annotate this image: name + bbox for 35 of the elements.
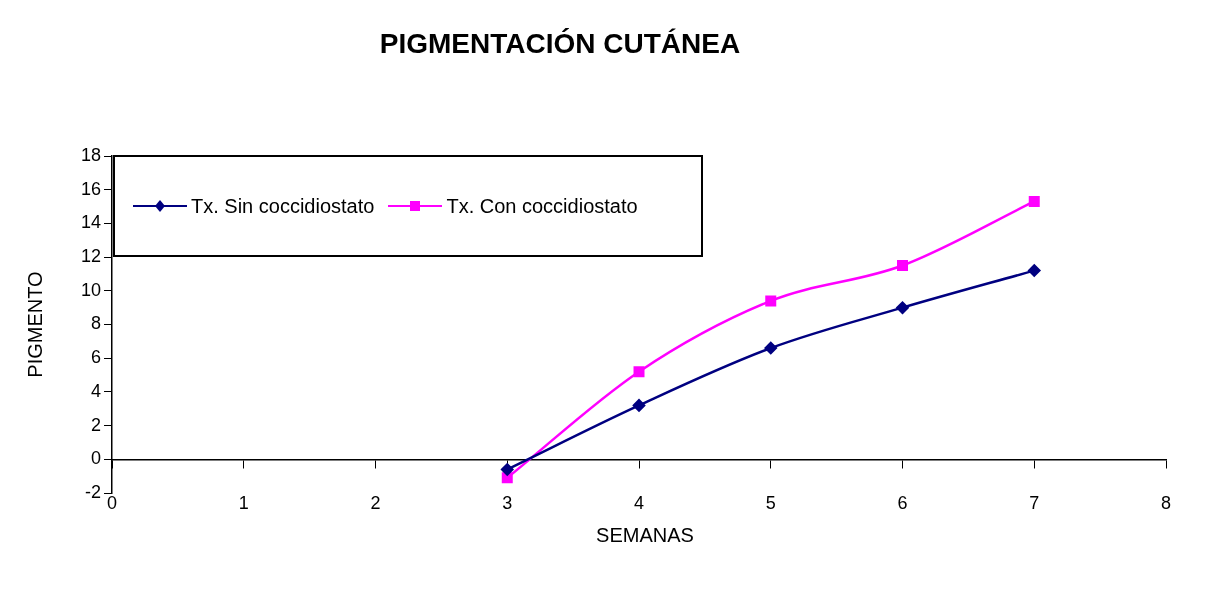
legend-label: Tx. Con coccidiostato xyxy=(446,194,638,218)
point xyxy=(1028,264,1041,277)
point xyxy=(501,463,514,476)
point xyxy=(1028,196,1040,207)
y-tick-label: 2 xyxy=(91,414,102,435)
y-axis-title: PIGMENTO xyxy=(23,271,46,378)
y-tick-label: 10 xyxy=(80,279,102,300)
point xyxy=(765,295,777,307)
x-tick-label: 5 xyxy=(765,493,776,514)
x-tick-label: 2 xyxy=(370,493,381,514)
y-tick-label: 16 xyxy=(80,178,102,199)
point xyxy=(764,341,778,355)
y-tick-label: 14 xyxy=(80,212,102,233)
x-tick-label: 7 xyxy=(1029,493,1040,514)
y-tick-label: 12 xyxy=(80,246,102,267)
y-tick-label: 6 xyxy=(91,347,102,368)
x-tick-label: 6 xyxy=(897,493,908,514)
x-tick-label: 8 xyxy=(1160,493,1172,514)
point xyxy=(897,260,908,272)
x-tick-label: 3 xyxy=(502,493,513,514)
point xyxy=(501,472,513,484)
y-tick-label: 0 xyxy=(91,448,102,469)
x-tick-label: 1 xyxy=(238,493,249,514)
legend-label: Tx. Sin coccidiostato xyxy=(191,194,375,218)
point xyxy=(633,366,645,378)
x-tick-label: 4 xyxy=(634,493,645,514)
y-tick-label: -2 xyxy=(85,481,102,502)
y-tick-label: 4 xyxy=(91,380,102,401)
x-axis-title: SEMANAS xyxy=(595,524,695,547)
chart-title: PIGMENTACIÓN CUTÁNEA xyxy=(378,28,742,60)
point xyxy=(632,399,646,412)
y-tick-label: 8 xyxy=(91,313,102,334)
x-tick-label: 0 xyxy=(107,493,118,514)
point xyxy=(896,301,909,314)
y-tick-label: 18 xyxy=(80,144,102,165)
